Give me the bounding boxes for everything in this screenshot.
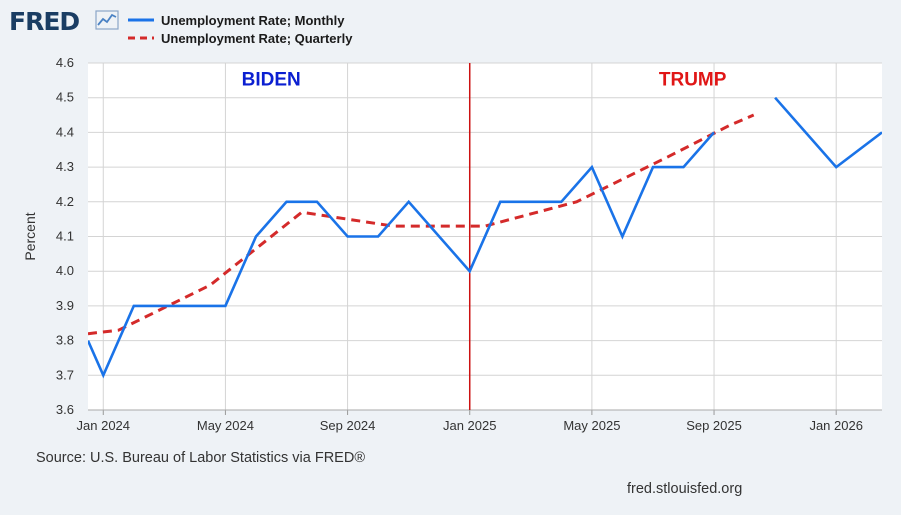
y-tick-label: 3.7 [56, 367, 74, 382]
legend-label-monthly: Unemployment Rate; Monthly [161, 12, 345, 28]
legend-item-monthly[interactable]: Unemployment Rate; Monthly [128, 11, 352, 29]
fred-logo[interactable]: FRED [9, 7, 80, 36]
y-tick-label: 4.5 [56, 90, 74, 105]
legend-label-quarterly: Unemployment Rate; Quarterly [161, 30, 353, 46]
y-tick-label: 4.2 [56, 194, 74, 209]
y-axis-label: Percent [22, 212, 38, 260]
x-tick-label: Sep 2024 [320, 418, 376, 433]
site-url[interactable]: fred.stlouisfed.org [627, 481, 743, 497]
annotation-biden: BIDEN [242, 70, 301, 91]
y-tick-label: 3.9 [56, 298, 74, 313]
legend-item-quarterly[interactable]: Unemployment Rate; Quarterly [128, 29, 352, 47]
x-tick-label: Jan 2025 [443, 418, 497, 433]
y-tick-label: 3.6 [56, 402, 74, 417]
y-tick-label: 4.0 [56, 263, 74, 278]
y-tick-label: 4.4 [56, 124, 74, 139]
line-chart-icon [95, 10, 119, 30]
x-tick-label: Sep 2025 [686, 418, 742, 433]
series-line-monthly [88, 131, 715, 379]
x-tick-label: May 2024 [197, 418, 254, 433]
y-tick-label: 3.8 [56, 333, 74, 348]
series-line-quarterly [88, 113, 755, 336]
annotation-trump: TRUMP [659, 70, 727, 91]
x-tick-label: Jan 2024 [77, 418, 131, 433]
y-tick-label: 4.1 [56, 229, 74, 244]
x-tick-label: May 2025 [563, 418, 620, 433]
legend-swatch-quarterly [128, 36, 154, 40]
legend-swatch-monthly [128, 18, 154, 22]
y-tick-label: 4.6 [56, 55, 74, 70]
series-line-monthly [774, 96, 882, 169]
chart-legend: Unemployment Rate; Monthly Unemployment … [128, 11, 352, 47]
x-tick-label: Jan 2026 [809, 418, 863, 433]
y-tick-label: 4.3 [56, 159, 74, 174]
source-note: Source: U.S. Bureau of Labor Statistics … [36, 450, 366, 466]
